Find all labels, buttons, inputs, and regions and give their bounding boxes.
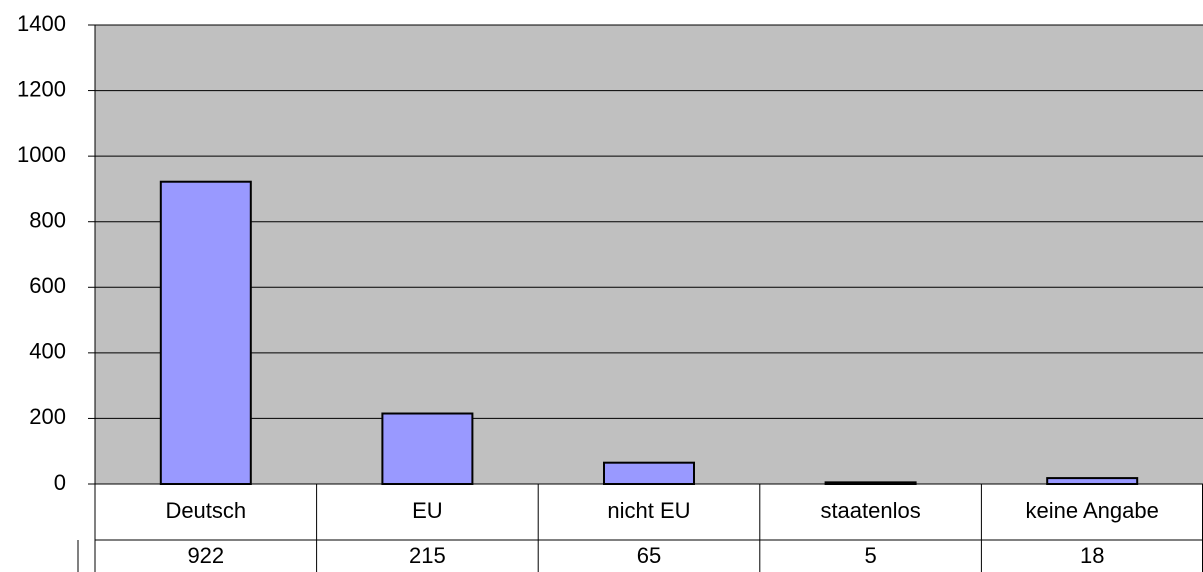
bar bbox=[1046, 477, 1139, 486]
bar bbox=[603, 461, 695, 486]
x-tick-label: nicht EU bbox=[607, 498, 690, 523]
plot-area bbox=[95, 25, 1203, 484]
table-value: 65 bbox=[637, 543, 661, 568]
table-value: 5 bbox=[864, 543, 876, 568]
bar bbox=[824, 481, 917, 486]
y-tick-label: 600 bbox=[29, 273, 66, 298]
y-tick-label: 200 bbox=[29, 404, 66, 429]
x-tick-label: EU bbox=[412, 498, 443, 523]
x-tick-label: Deutsch bbox=[165, 498, 246, 523]
y-tick-label: 400 bbox=[29, 339, 66, 364]
bar bbox=[381, 412, 474, 485]
y-tick-label: 0 bbox=[54, 470, 66, 495]
bar bbox=[159, 180, 252, 485]
y-tick-label: 1200 bbox=[17, 76, 66, 101]
table-value: 922 bbox=[187, 543, 224, 568]
x-tick-label: staatenlos bbox=[820, 498, 920, 523]
table-value: 215 bbox=[409, 543, 446, 568]
table-value: 18 bbox=[1080, 543, 1104, 568]
y-tick-label: 1000 bbox=[17, 142, 66, 167]
x-tick-label: keine Angabe bbox=[1026, 498, 1159, 523]
y-tick-label: 800 bbox=[29, 208, 66, 233]
y-tick-label: 1400 bbox=[17, 11, 66, 36]
